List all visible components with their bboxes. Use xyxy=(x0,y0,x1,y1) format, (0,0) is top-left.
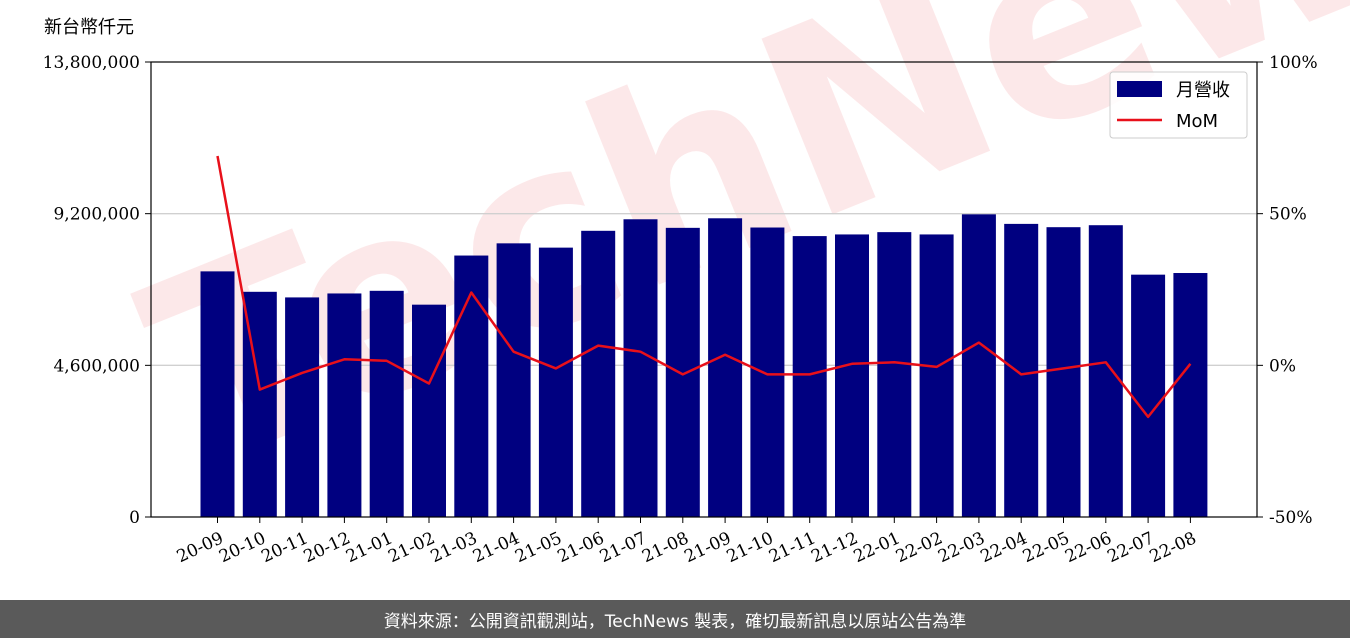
revenue-bar xyxy=(327,293,362,517)
y-left-tick-label: 9,200,000 xyxy=(53,205,140,225)
y-left-tick-label: 13,800,000 xyxy=(43,53,140,73)
y-right-tick-label: -50% xyxy=(1269,508,1313,528)
revenue-bar xyxy=(877,232,912,517)
chart: TechNews 新台幣仟元 04,600,0009,200,00013,800… xyxy=(43,0,1350,567)
revenue-bar xyxy=(496,243,531,517)
revenue-bar xyxy=(961,214,996,517)
y-left-tick-label: 4,600,000 xyxy=(53,356,140,376)
revenue-bar xyxy=(708,218,743,518)
revenue-bar xyxy=(412,304,446,517)
legend: 月營收 MoM xyxy=(1109,71,1248,139)
bars xyxy=(200,214,1208,518)
revenue-bar xyxy=(454,255,489,517)
legend-label-mom: MoM xyxy=(1176,111,1218,132)
x-axis: 20-0920-1020-1120-1221-0121-0221-0321-04… xyxy=(174,517,1200,567)
revenue-bar xyxy=(200,271,235,517)
y-right-tick-label: 0% xyxy=(1269,356,1296,376)
source-footer: 資料來源：公開資訊觀測站，TechNews 製表，確切最新訊息以原站公告為準 xyxy=(0,600,1350,638)
y-right-tick-label: 50% xyxy=(1269,205,1307,225)
y-unit-label: 新台幣仟元 xyxy=(44,17,134,38)
revenue-bar xyxy=(285,297,320,517)
plot-frame xyxy=(150,61,1258,518)
y-left-tick-label: 0 xyxy=(129,508,140,528)
mom-line-layer xyxy=(216,155,1192,419)
source-footer-text: 資料來源：公開資訊觀測站，TechNews 製表，確切最新訊息以原站公告為準 xyxy=(383,611,967,632)
y-left-axis: 0 4,600,000 9,200,000 13,800,000 xyxy=(43,53,151,528)
revenue-bar xyxy=(919,234,954,517)
y-right-axis: -50% 0% 50% 100% xyxy=(1257,53,1318,528)
revenue-bar xyxy=(581,230,616,518)
legend-label-revenue: 月營收 xyxy=(1176,80,1230,101)
revenue-bar xyxy=(1004,223,1039,517)
revenue-bar xyxy=(1046,227,1081,517)
y-right-tick-label: 100% xyxy=(1269,53,1318,73)
revenue-bar xyxy=(792,236,827,517)
revenue-bar xyxy=(623,219,658,518)
revenue-bar xyxy=(750,227,785,517)
mom-line xyxy=(216,155,1192,419)
x-tick-label: 22-08 xyxy=(1147,528,1200,567)
legend-swatch-revenue xyxy=(1117,81,1162,97)
revenue-bar xyxy=(665,227,700,517)
revenue-bar xyxy=(1088,225,1123,517)
revenue-bar xyxy=(369,290,404,517)
revenue-bar xyxy=(1131,274,1166,517)
revenue-bar xyxy=(1173,273,1208,517)
revenue-bar xyxy=(538,247,573,517)
revenue-bar xyxy=(835,234,869,517)
